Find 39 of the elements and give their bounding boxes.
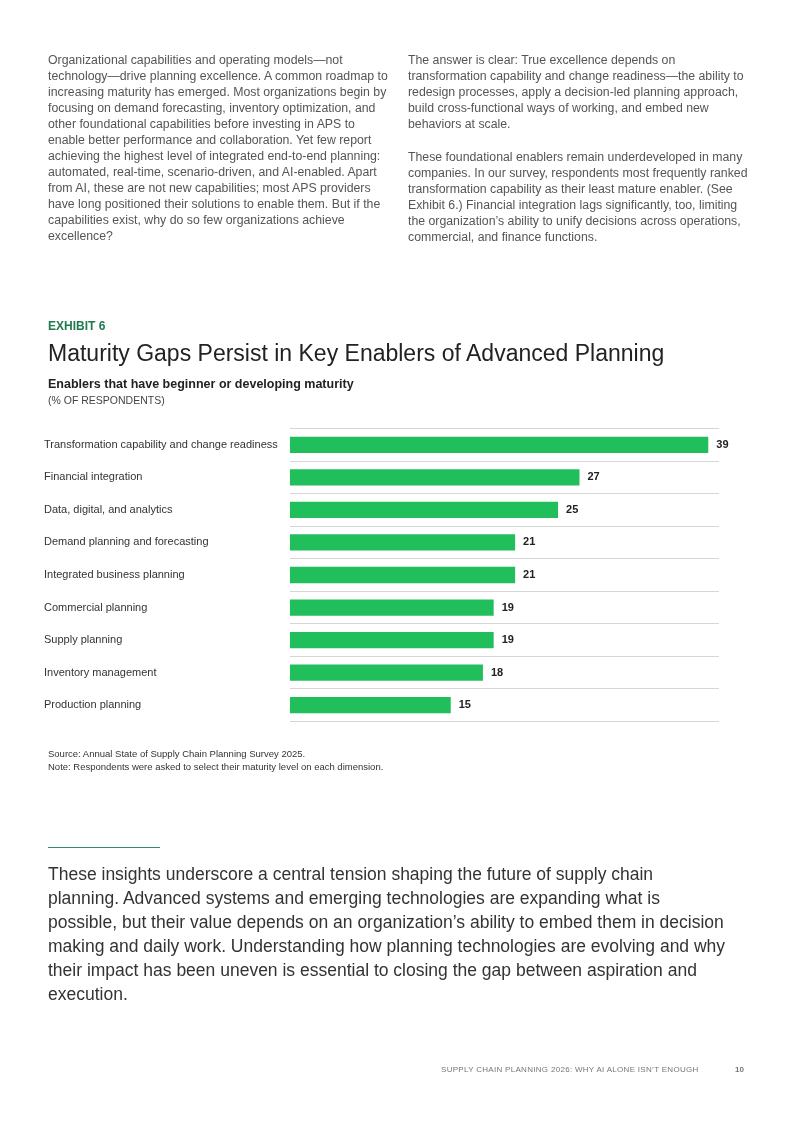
text: These foundational enablers remain underdeveloped in many companies. In our survey, respondents most frequently ranked transformation capability as their least mature enabler. (See Exhibit 6.) Financial integration lags significantly, too, limiting the organization’s ability to unify decisions across operations, commercial, and finance functions. xyxy=(408,149,748,245)
text: 10 xyxy=(735,1065,744,1074)
chart-title: Maturity Gaps Persist in Key Enablers of Advanced Planning xyxy=(48,340,665,367)
y-tick-label: Commercial planning xyxy=(44,600,148,613)
text: The answer is clear: True excellence depends on transformation capability and change readiness—the ability to redesign processes, apply a decision-led planning approach, build cross-functional ways of working, and embed new behaviors at scale. xyxy=(408,52,745,132)
data-label: 19 xyxy=(501,600,514,613)
chart-subtitle: Enablers that have beginner or developing maturity xyxy=(48,377,354,391)
y-tick-label: Transformation capability and change readiness xyxy=(44,437,279,450)
y-tick-label: Financial integration xyxy=(44,470,143,483)
text: Note: Respondents were asked to select their maturity level on each dimension. xyxy=(48,761,384,772)
bar xyxy=(289,664,483,681)
y-tick-label: Supply planning xyxy=(44,633,123,646)
data-label: 21 xyxy=(523,535,536,548)
data-label: 25 xyxy=(566,502,579,515)
data-label: 18 xyxy=(490,665,504,678)
bar xyxy=(289,501,559,519)
y-tick-label: Production planning xyxy=(44,698,142,711)
bar xyxy=(289,436,709,453)
y-tick-label: Integrated business planning xyxy=(44,568,185,581)
bar xyxy=(289,469,580,486)
source-note: Source: Annual State of Supply Chain Planning Survey 2025. xyxy=(48,748,306,759)
text: Organizational capabilities and operating models—not technology—drive planning excellence. A common roadmap to increasing maturity has emerged. Most organizations begin by focusing on demand forecasting, inventory optimization, and other foundational capabilities before investing in APS to enable better performance and collaboration. Yet few report achieving the highest level of integrated end-to-end planning: automated, real-time, scenario-driven, and AI-enabled. Apart from AI, these are not new capabilities; most APS providers have long positioned their solutions to enable them. But if the capabilities exist, why do so few organizations achieve excellence? xyxy=(48,53,388,243)
bar xyxy=(289,566,516,584)
text: (% OF RESPONDENTS) xyxy=(48,394,165,406)
text: These insights underscore a central tension shaping the future of supply chain planning. Advanced systems and emerging technologies are expanding what is possible, but their value depends on an organization’s ability to embed them in decision making and daily work. Understanding how planning technologies are evolving and why their impact has been uneven is essential to closing the gap between aspiration and execution. xyxy=(48,863,727,1006)
bar xyxy=(289,697,451,714)
text: SUPPLY CHAIN PLANNING 2026: WHY AI ALONE ISN’T ENOUGH xyxy=(441,1065,699,1074)
y-tick-label: Demand planning and forecasting xyxy=(44,535,209,548)
data-label: 15 xyxy=(458,698,471,711)
data-label: 27 xyxy=(587,470,600,483)
data-label: 21 xyxy=(523,568,536,581)
y-tick-label: Inventory management xyxy=(44,665,157,678)
bar xyxy=(289,599,494,616)
y-tick-label: Data, digital, and analytics xyxy=(44,502,173,515)
data-label: 39 xyxy=(716,437,729,450)
data-label: 19 xyxy=(501,633,514,646)
bar xyxy=(289,631,494,649)
text: EXHIBIT 6 xyxy=(48,319,106,333)
bar xyxy=(289,534,516,551)
